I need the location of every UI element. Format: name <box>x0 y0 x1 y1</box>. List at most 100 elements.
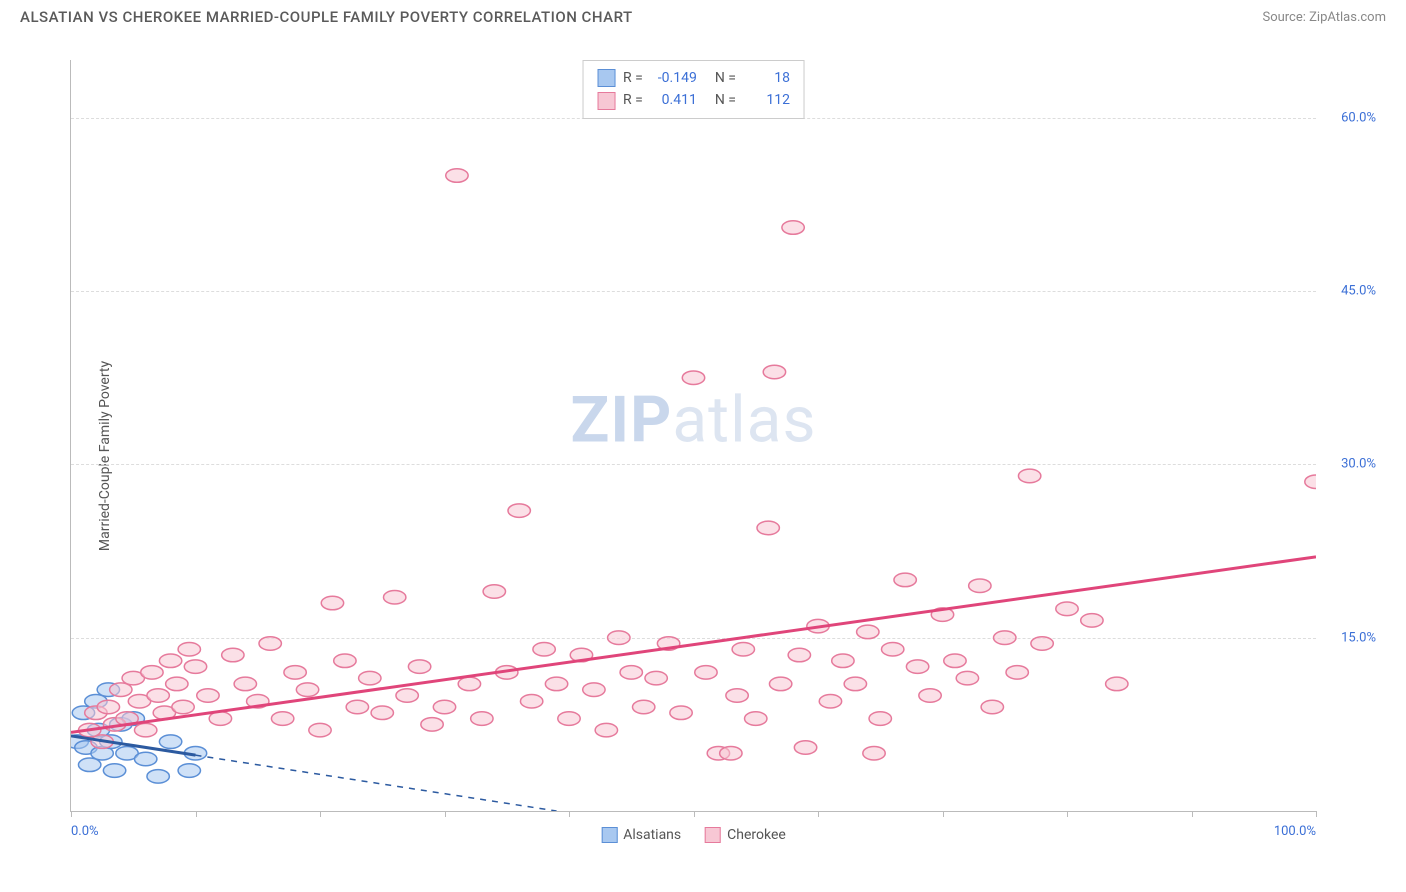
scatter-point <box>359 671 381 685</box>
scatter-point <box>794 741 816 755</box>
scatter-point <box>97 700 119 714</box>
scatter-point <box>178 764 200 778</box>
legend-swatch <box>597 92 615 110</box>
scatter-point <box>906 660 928 674</box>
xtick <box>320 811 321 817</box>
scatter-point <box>321 596 343 610</box>
scatter-point <box>1056 602 1078 616</box>
legend-item: Cherokee <box>705 827 786 843</box>
scatter-point <box>433 700 455 714</box>
legend-label: Alsatians <box>623 827 681 843</box>
scatter-point <box>944 654 966 668</box>
scatter-point <box>159 735 181 749</box>
scatter-point <box>1031 637 1053 651</box>
scatter-point <box>595 723 617 737</box>
xtick <box>1316 811 1317 817</box>
scatter-point <box>508 504 530 518</box>
legend-r-label: R = <box>623 67 643 89</box>
legend-n-value: 18 <box>744 67 790 89</box>
scatter-point <box>608 631 630 645</box>
xtick <box>196 811 197 817</box>
source-prefix: Source: <box>1262 10 1309 25</box>
scatter-point <box>159 654 181 668</box>
xtick <box>445 811 446 817</box>
scatter-point <box>178 642 200 656</box>
ytick-label: 60.0% <box>1341 110 1376 125</box>
scatter-point <box>670 706 692 720</box>
scatter-point <box>284 666 306 680</box>
legend-swatch <box>601 827 617 843</box>
scatter-point <box>371 706 393 720</box>
scatter-point <box>682 371 704 385</box>
scatter-point <box>732 642 754 656</box>
scatter-point <box>259 637 281 651</box>
scatter-point <box>720 746 742 760</box>
legend-n-label: N = <box>715 67 736 89</box>
scatter-point <box>863 746 885 760</box>
chart-container: Married-Couple Family Poverty ZIPatlas R… <box>20 40 1386 872</box>
legend-label: Cherokee <box>727 827 786 843</box>
legend-swatch <box>597 69 615 87</box>
xtick-label: 0.0% <box>71 824 99 839</box>
scatter-point <box>134 752 156 766</box>
xtick <box>818 811 819 817</box>
scatter-point <box>919 689 941 703</box>
chart-title: ALSATIAN VS CHEROKEE MARRIED-COUPLE FAMI… <box>20 8 633 26</box>
scatter-point <box>782 221 804 235</box>
scatter-point <box>396 689 418 703</box>
source-link[interactable]: ZipAtlas.com <box>1309 10 1386 25</box>
scatter-point <box>446 169 468 183</box>
scatter-point <box>134 723 156 737</box>
ytick-label: 45.0% <box>1341 284 1376 299</box>
scatter-point <box>383 590 405 604</box>
scatter-point <box>881 642 903 656</box>
xtick <box>694 811 695 817</box>
ytick-label: 15.0% <box>1341 630 1376 645</box>
scatter-point <box>763 365 785 379</box>
scatter-point <box>1106 677 1128 691</box>
scatter-point <box>1305 475 1316 489</box>
scatter-point <box>956 671 978 685</box>
legend-swatch <box>705 827 721 843</box>
ytick-label: 30.0% <box>1341 457 1376 472</box>
scatter-point <box>769 677 791 691</box>
scatter-point <box>832 654 854 668</box>
scatter-point <box>103 764 125 778</box>
xtick <box>943 811 944 817</box>
scatter-point <box>408 660 430 674</box>
legend-r-label: R = <box>623 89 643 111</box>
chart-header: ALSATIAN VS CHEROKEE MARRIED-COUPLE FAMI… <box>0 0 1406 30</box>
scatter-svg <box>71 60 1316 811</box>
scatter-point <box>533 642 555 656</box>
scatter-point <box>166 677 188 691</box>
scatter-point <box>421 718 443 732</box>
xtick <box>1067 811 1068 817</box>
scatter-point <box>894 573 916 587</box>
scatter-point <box>296 683 318 697</box>
scatter-point <box>172 700 194 714</box>
scatter-point <box>869 712 891 726</box>
scatter-point <box>483 585 505 599</box>
source-attribution: Source: ZipAtlas.com <box>1262 10 1386 25</box>
scatter-point <box>969 579 991 593</box>
legend-n-value: 112 <box>744 89 790 111</box>
plot-area: ZIPatlas R =-0.149N =18R =0.411N =112 Al… <box>70 60 1316 812</box>
scatter-point <box>726 689 748 703</box>
xtick <box>1192 811 1193 817</box>
scatter-point <box>632 700 654 714</box>
scatter-point <box>346 700 368 714</box>
scatter-point <box>857 625 879 639</box>
series-legend: Alsatians Cherokee <box>601 827 786 843</box>
scatter-point <box>471 712 493 726</box>
legend-row: R =0.411N =112 <box>597 89 790 111</box>
scatter-point <box>147 689 169 703</box>
scatter-point <box>197 689 219 703</box>
scatter-point <box>1081 614 1103 628</box>
legend-row: R =-0.149N =18 <box>597 67 790 89</box>
legend-n-label: N = <box>715 89 736 111</box>
scatter-point <box>271 712 293 726</box>
scatter-point <box>184 660 206 674</box>
scatter-point <box>620 666 642 680</box>
scatter-point <box>234 677 256 691</box>
scatter-point <box>1006 666 1028 680</box>
